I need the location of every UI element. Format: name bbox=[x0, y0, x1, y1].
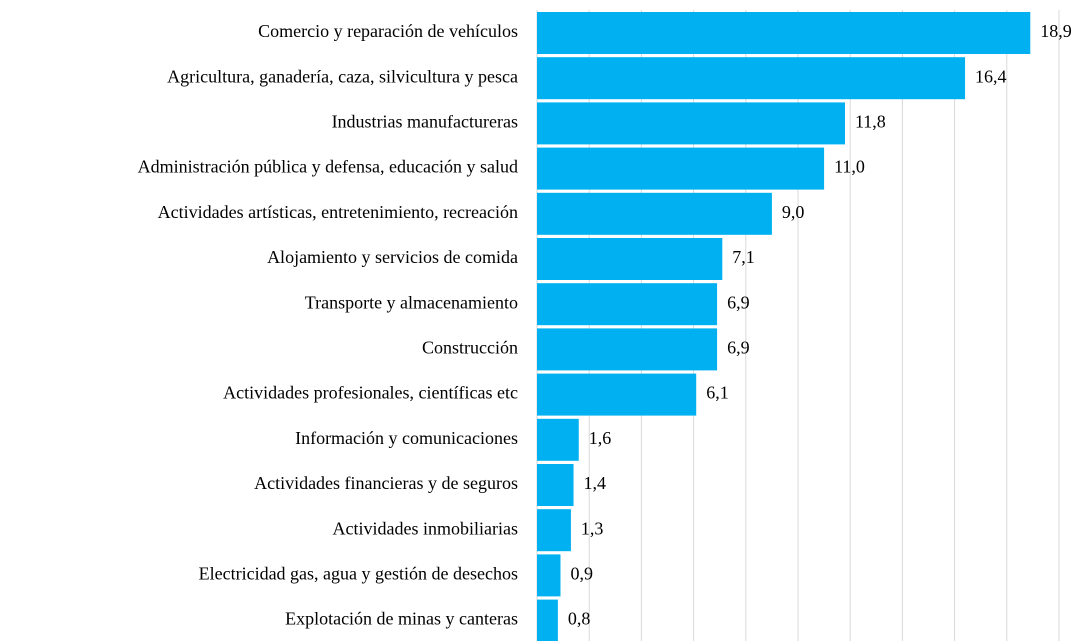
y-tick-label: Administración pública y defensa, educac… bbox=[138, 157, 518, 177]
bar bbox=[537, 373, 697, 416]
data-label: 1,4 bbox=[584, 473, 607, 493]
y-tick-label: Actividades artísticas, entretenimiento,… bbox=[158, 202, 518, 222]
bar bbox=[537, 147, 825, 190]
data-label: 11,8 bbox=[855, 112, 886, 132]
y-tick-label: Actividades inmobiliarias bbox=[333, 518, 518, 538]
bar bbox=[537, 464, 574, 506]
bar bbox=[537, 554, 561, 597]
bar bbox=[537, 509, 571, 552]
data-label: 6,1 bbox=[706, 383, 729, 403]
y-tick-label: Alojamiento y servicios de comida bbox=[267, 247, 518, 267]
data-label: 1,3 bbox=[581, 518, 604, 538]
data-label: 1,6 bbox=[589, 428, 612, 448]
data-label: 9,0 bbox=[782, 202, 805, 222]
y-tick-label: Industrias manufactureras bbox=[332, 112, 518, 132]
data-label: 18,9 bbox=[1040, 21, 1072, 41]
data-label: 0,9 bbox=[570, 564, 593, 584]
y-tick-label: Explotación de minas y canteras bbox=[285, 609, 518, 629]
y-tick-label: Comercio y reparación de vehículos bbox=[258, 21, 518, 41]
bar bbox=[537, 57, 966, 100]
y-tick-label: Información y comunicaciones bbox=[295, 428, 518, 448]
bar bbox=[537, 418, 579, 461]
y-tick-label: Transporte y almacenamiento bbox=[305, 292, 518, 312]
bar bbox=[537, 599, 558, 641]
bar bbox=[537, 192, 772, 235]
bar bbox=[537, 238, 723, 280]
y-tick-label: Actividades financieras y de seguros bbox=[254, 473, 518, 493]
data-label: 7,1 bbox=[732, 247, 755, 267]
data-label: 16,4 bbox=[975, 66, 1007, 86]
data-label: 11,0 bbox=[834, 157, 865, 177]
y-tick-label: Actividades profesionales, científicas e… bbox=[223, 383, 518, 403]
data-label: 6,9 bbox=[727, 292, 750, 312]
bar bbox=[537, 12, 1031, 54]
data-label: 6,9 bbox=[727, 338, 750, 358]
data-label: 0,8 bbox=[568, 609, 591, 629]
y-tick-label: Electricidad gas, agua y gestión de dese… bbox=[199, 564, 518, 584]
bar bbox=[537, 328, 718, 371]
y-tick-label: Construcción bbox=[422, 338, 518, 358]
bar bbox=[537, 102, 845, 145]
bar bbox=[537, 283, 718, 326]
y-tick-label: Agricultura, ganadería, caza, silvicultu… bbox=[167, 66, 518, 86]
